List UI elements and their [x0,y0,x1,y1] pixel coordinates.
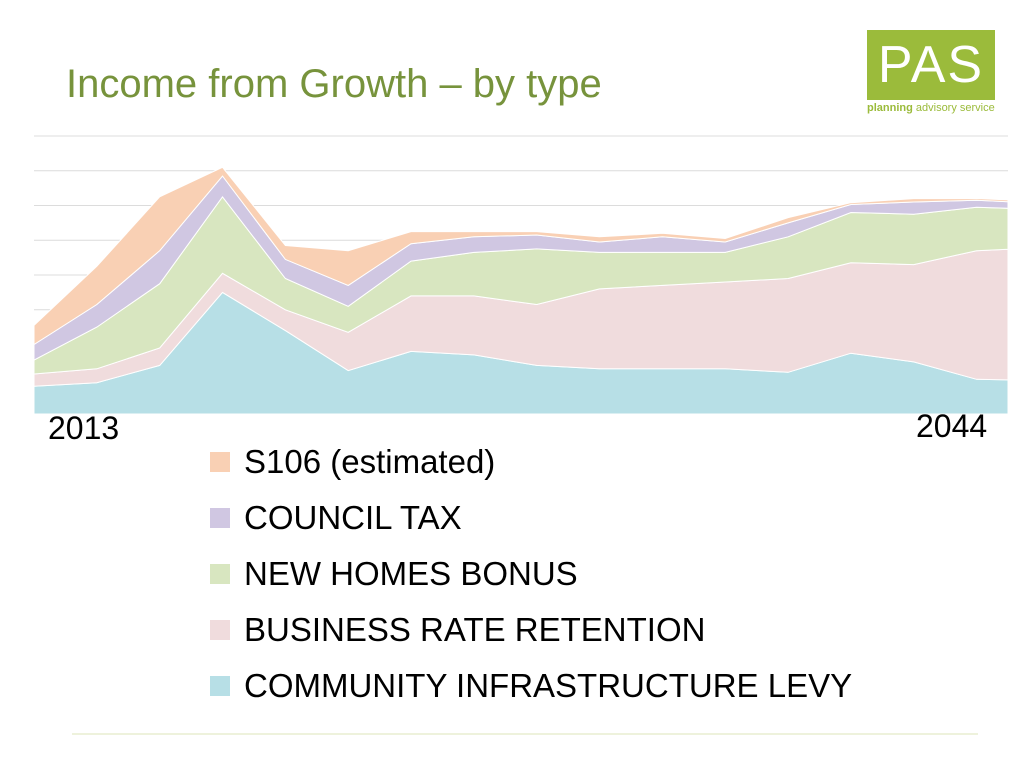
logo-subtitle-rest: advisory service [912,102,995,114]
legend-swatch [210,452,230,472]
legend-label: NEW HOMES BONUS [244,555,578,592]
legend-item-community-infrastructure-levy: COMMUNITY INFRASTRUCTURE LEVY [210,658,852,714]
x-axis-end-label: 2044 [916,408,988,444]
legend-swatch [210,564,230,584]
pas-logo: PAS planning advisory service [862,28,1002,124]
footer-divider [72,733,978,735]
chart-legend: S106 (estimated) COUNCIL TAX NEW HOMES BON… [210,434,852,714]
legend-label: S106 (estimated) [244,443,496,480]
logo-text: PAS [877,36,985,94]
legend-swatch [210,508,230,528]
legend-item-council-tax: COUNCIL TAX [210,490,852,546]
area-series-s106-estimated [33,166,1009,346]
legend-swatch [210,620,230,640]
legend-label: BUSINESS RATE RETENTION [244,611,706,648]
slide-title: Income from Growth – by type [66,62,602,106]
logo-subtitle-bold: planning [867,102,913,114]
legend-label: COUNCIL TAX [244,499,462,536]
legend-item-new-homes-bonus: NEW HOMES BONUS [210,546,852,602]
logo-subtitle: planning advisory service [867,102,1002,114]
logo-box: PAS [867,30,995,100]
x-axis-start-label: 2013 [48,410,120,446]
legend-item-business-rate-retention: BUSINESS RATE RETENTION [210,602,852,658]
legend-item-s106-estimated: S106 (estimated) [210,434,852,490]
legend-label: COMMUNITY INFRASTRUCTURE LEVY [244,667,853,704]
legend-swatch [210,676,230,696]
